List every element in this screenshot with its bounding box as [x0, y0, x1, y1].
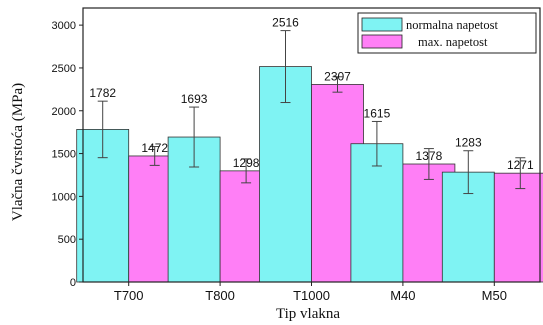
- value-label-normalna-t700: 1782: [89, 86, 116, 100]
- y-tick-label: 2000: [52, 106, 76, 118]
- y-axis-ticks: 0 500 1000 1500 2000 2500 3000: [52, 20, 83, 289]
- value-label-max-m50: 1271: [507, 158, 534, 172]
- value-label-max-t1000: 2307: [324, 69, 351, 83]
- value-label-normalna-m40: 1615: [364, 106, 391, 120]
- legend-swatch-max: [361, 34, 403, 49]
- value-label-max-m40: 1378: [416, 149, 443, 163]
- error-bars-layer: [97, 30, 526, 195]
- x-tick-label-m50: M50: [482, 288, 507, 303]
- x-tick-label-t800: T800: [205, 288, 235, 303]
- bar-max-m50: [493, 172, 543, 283]
- y-tick-label: 1000: [52, 191, 76, 203]
- value-label-normalna-t1000: 2516: [272, 16, 299, 30]
- legend-swatch-normalna: [361, 17, 403, 32]
- value-label-normalna-t800: 1693: [181, 92, 208, 106]
- x-tick-label-t700: T700: [114, 288, 144, 303]
- value-label-normalna-m50: 1283: [455, 136, 482, 150]
- y-tick-label: 0: [70, 277, 76, 289]
- legend-label-max: max. napetost: [418, 35, 488, 49]
- legend-label-normalna: normalna napetost: [406, 18, 499, 32]
- y-tick-label: 1500: [52, 149, 76, 161]
- y-tick-label: 500: [58, 234, 76, 246]
- bars-layer: [76, 66, 543, 283]
- plot-area: 1782 1472 1693 1298 2516 2307 1615 1378 1283 1271…: [52, 7, 543, 303]
- x-tick-label-t1000: T1000: [293, 288, 330, 303]
- y-tick-label: 3000: [52, 20, 76, 32]
- value-label-max-t800: 1298: [233, 156, 260, 170]
- value-labels-layer: 1782 1472 1693 1298 2516 2307 1615 1378 1283 1271: [89, 16, 534, 173]
- legend: normalna napetost max. napetost: [357, 12, 537, 54]
- x-axis-title: Tip vlakna: [276, 306, 340, 322]
- x-tick-label-m40: M40: [390, 288, 415, 303]
- value-label-max-t700: 1472: [141, 141, 168, 155]
- y-axis-title: Vlačna čvrstoća (MPa): [10, 83, 26, 221]
- x-axis-ticks: T700 T800 T1000 M40 M50: [114, 282, 507, 303]
- y-tick-label: 2500: [52, 63, 76, 75]
